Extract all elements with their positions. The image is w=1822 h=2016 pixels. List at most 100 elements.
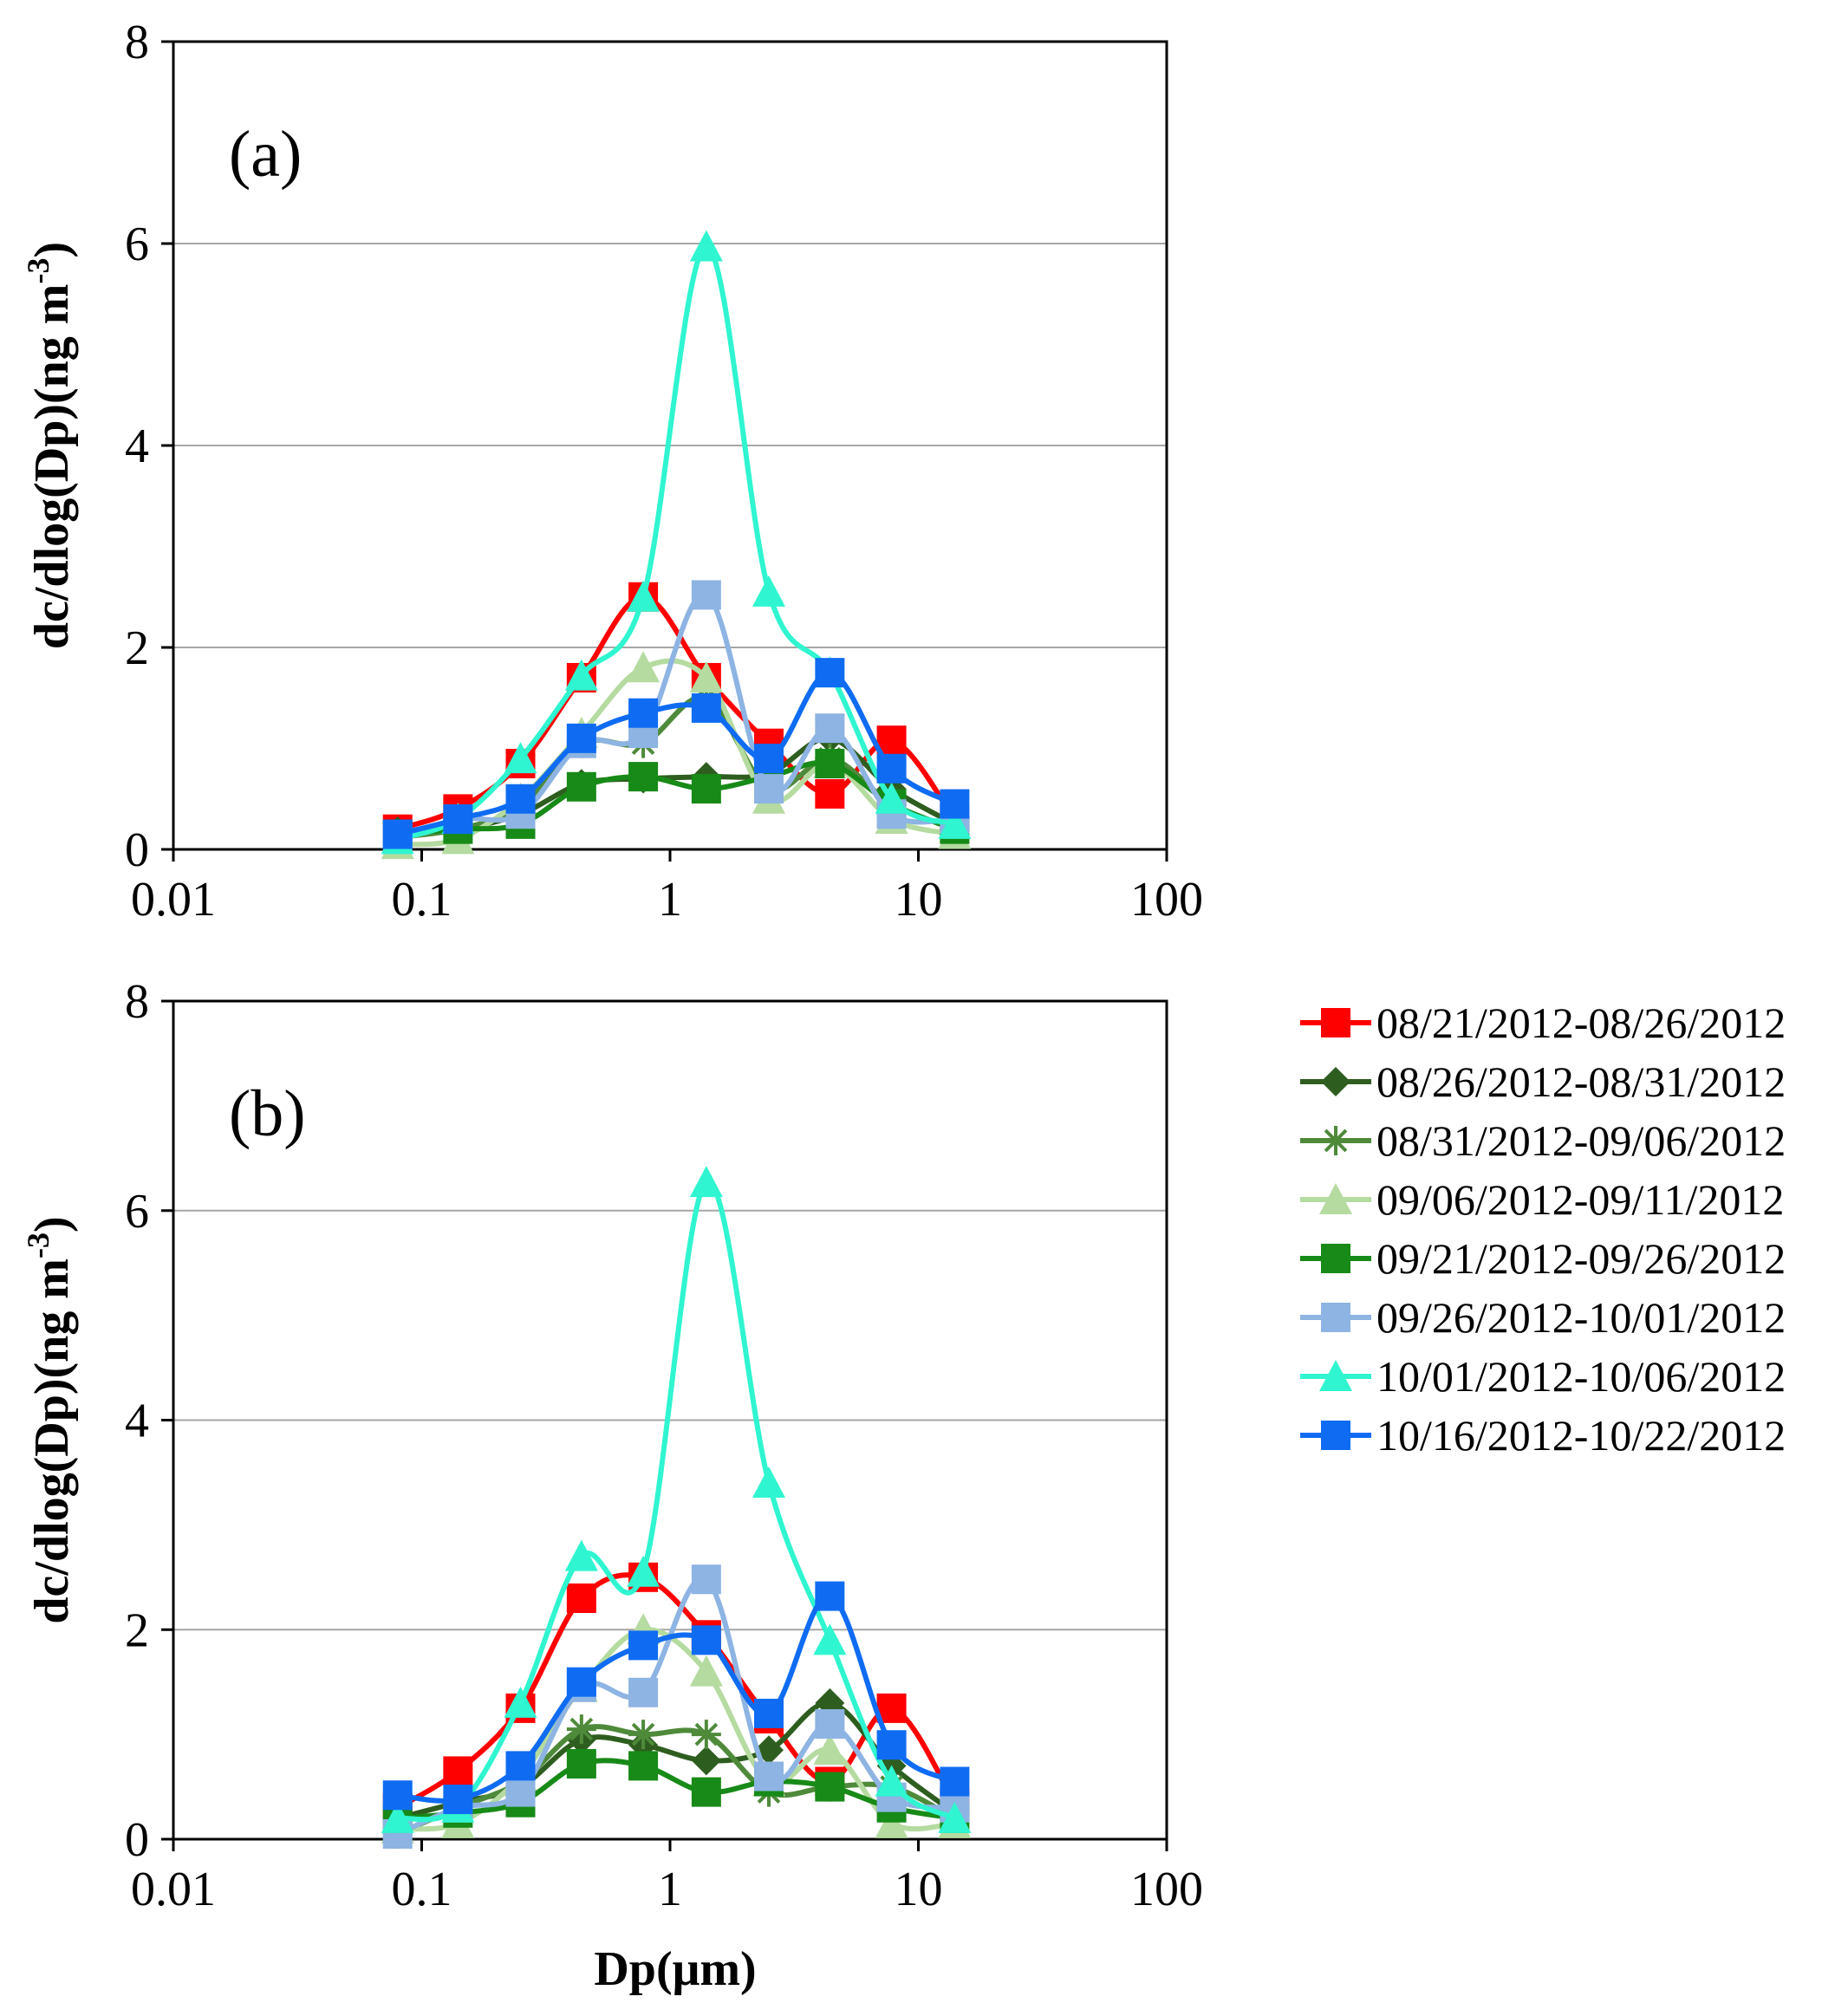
data-point [754, 744, 784, 774]
data-point [382, 819, 413, 849]
data-point [875, 1765, 908, 1797]
legend-label: 10/01/2012-10/06/2012 [1376, 1352, 1786, 1401]
data-point [875, 782, 908, 814]
data-point [815, 713, 845, 744]
data-point [381, 1801, 414, 1833]
data-point [815, 778, 845, 809]
legend-marker [1321, 1244, 1350, 1273]
series-line [397, 1758, 955, 1821]
data-point [691, 1564, 721, 1595]
data-point [876, 753, 907, 784]
y-tick-label: 8 [125, 16, 149, 69]
y-tick-label: 6 [125, 1185, 149, 1239]
legend-label: 08/21/2012-08/26/2012 [1376, 998, 1786, 1047]
x-tick-label: 100 [1130, 873, 1203, 927]
legend-marker [1321, 1126, 1350, 1155]
data-point [691, 693, 721, 723]
x-tick-label: 0.01 [131, 1863, 216, 1916]
data-point [628, 698, 659, 728]
data-point [940, 1766, 970, 1797]
data-point [752, 1466, 786, 1499]
data-point [566, 1667, 596, 1697]
legend-marker [1319, 1360, 1352, 1391]
data-point [754, 1698, 784, 1728]
data-point [627, 580, 660, 612]
data-point [627, 1555, 660, 1587]
data-point [691, 774, 721, 804]
legend-label: 08/26/2012-08/31/2012 [1376, 1057, 1786, 1106]
series-8 [382, 1581, 970, 1815]
x-tick-label: 100 [1130, 1863, 1203, 1916]
series-7 [381, 1166, 972, 1833]
series-8 [382, 658, 970, 849]
data-point [691, 1720, 721, 1750]
legend-marker [1319, 1183, 1352, 1214]
legend-label: 09/26/2012-10/01/2012 [1376, 1293, 1786, 1342]
data-point [938, 807, 972, 839]
data-point [564, 1539, 598, 1571]
series-line [397, 1627, 955, 1832]
x-tick-label: 0.1 [392, 1863, 452, 1916]
legend-entry: 09/26/2012-10/01/2012 [1300, 1293, 1786, 1342]
y-tick-label: 8 [125, 975, 149, 1029]
data-point [505, 1777, 536, 1807]
data-point [628, 1677, 659, 1707]
data-point [689, 230, 723, 262]
data-point [566, 723, 596, 753]
data-point [628, 1720, 659, 1750]
y-axis-label: dc/dlog(Dp)(ng m-3) [21, 242, 79, 649]
x-tick-label: 0.01 [131, 873, 216, 927]
legend-entry: 08/21/2012-08/26/2012 [1300, 998, 1786, 1047]
x-tick-label: 10 [895, 873, 943, 927]
legend-entry: 10/16/2012-10/22/2012 [1300, 1411, 1786, 1460]
data-point [505, 1751, 536, 1781]
series-line [397, 759, 956, 837]
data-point [443, 1756, 473, 1786]
data-point [815, 1709, 845, 1740]
data-point [752, 575, 786, 607]
data-point [504, 1686, 537, 1718]
x-tick-label: 10 [895, 1863, 943, 1916]
y-tick-label: 4 [125, 1395, 149, 1448]
data-point [813, 1733, 847, 1766]
legend-label: 10/16/2012-10/22/2012 [1376, 1411, 1786, 1460]
data-point [876, 1730, 907, 1760]
y-axis-label: dc/dlog(Dp)(ng m-3) [21, 1216, 79, 1623]
data-point [940, 789, 970, 819]
series-line [397, 658, 956, 848]
data-point [691, 1777, 721, 1807]
data-point [628, 762, 659, 792]
data-point [691, 580, 721, 610]
panel-label: (b) [229, 1077, 306, 1150]
y-tick-label: 0 [125, 1813, 149, 1867]
legend-entry: 09/21/2012-09/26/2012 [1300, 1234, 1786, 1283]
x-tick-label: 1 [658, 1863, 682, 1916]
legend-marker [1321, 1008, 1350, 1037]
data-point [566, 1583, 596, 1613]
y-tick-label: 0 [125, 823, 149, 877]
data-point [566, 771, 596, 802]
data-point [815, 748, 845, 778]
legend-entry: 10/01/2012-10/06/2012 [1300, 1352, 1786, 1401]
y-tick-label: 2 [125, 1603, 149, 1657]
data-point [691, 1625, 721, 1655]
data-point [754, 774, 784, 804]
data-point [689, 1166, 723, 1198]
legend-label: 09/06/2012-09/11/2012 [1376, 1175, 1784, 1224]
legend: 08/21/2012-08/26/2012 08/26/2012-08/31/20… [1300, 998, 1786, 1460]
data-point [815, 658, 845, 688]
legend-label: 09/21/2012-09/26/2012 [1376, 1234, 1786, 1283]
panel-label: (a) [229, 118, 302, 191]
legend-marker [1321, 1067, 1350, 1096]
data-point [566, 1714, 596, 1745]
data-point [691, 1746, 721, 1776]
data-point [628, 1751, 659, 1781]
data-point [689, 660, 723, 693]
legend-marker [1321, 1303, 1350, 1332]
x-tick-label: 1 [658, 873, 682, 927]
legend-label: 08/31/2012-09/06/2012 [1376, 1116, 1786, 1165]
legend-entry: 08/26/2012-08/31/2012 [1300, 1057, 1786, 1106]
data-point [505, 784, 536, 814]
data-point [813, 1623, 847, 1655]
